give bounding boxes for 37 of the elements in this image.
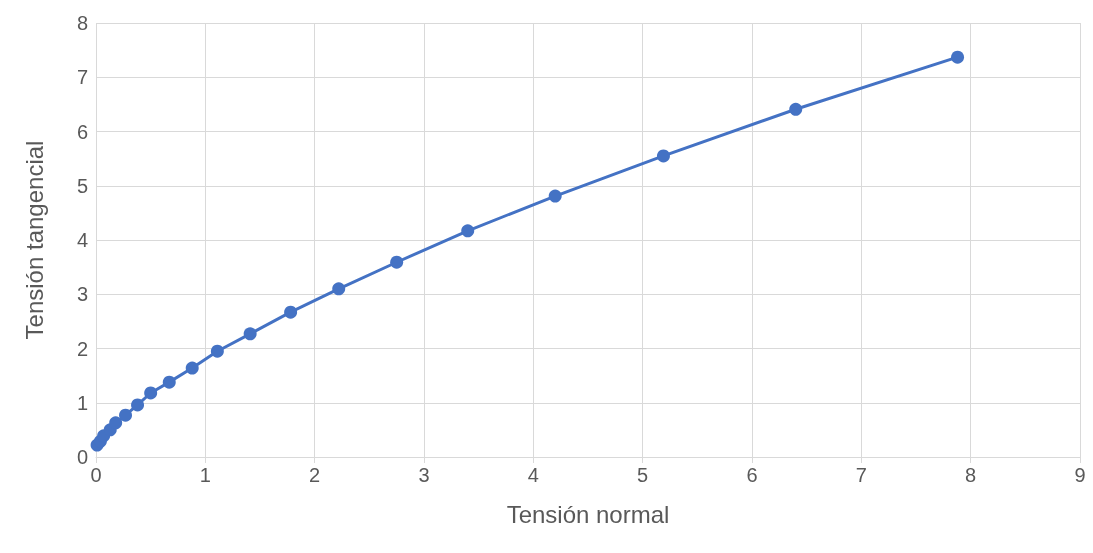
point [109, 416, 123, 430]
x-axis-title: Tensión normal [506, 500, 670, 528]
y-tick-label: 7 [76, 66, 88, 89]
x-tick-label: 7 [855, 464, 867, 486]
y-tick-label: 5 [76, 174, 88, 197]
x-tick-label: 0 [90, 464, 102, 486]
y-tick-label: 0 [76, 446, 88, 468]
y-tick-label: 6 [76, 120, 88, 143]
x-tick-label: 4 [527, 464, 539, 486]
y-tick-label: 4 [76, 229, 88, 251]
point [461, 224, 475, 238]
point [789, 102, 803, 116]
point [185, 361, 199, 375]
point [210, 344, 224, 358]
y-tick-label: 3 [76, 283, 88, 306]
y-tick-label: 8 [76, 12, 88, 34]
point [131, 398, 145, 412]
point [144, 386, 158, 400]
x-tick-label: 2 [309, 464, 321, 486]
point [243, 327, 257, 341]
point [548, 189, 562, 203]
y-axis-title: Tensión tangencial [20, 140, 48, 340]
x-tick-label: 5 [637, 464, 649, 486]
point [119, 408, 133, 422]
x-tick-label: 6 [746, 464, 758, 486]
point [332, 282, 346, 296]
y-tick-label: 2 [76, 337, 88, 360]
x-tick-label: 9 [1074, 464, 1086, 486]
x-tick-label: 8 [965, 464, 977, 486]
x-tick-label: 3 [418, 464, 430, 486]
point [656, 149, 670, 163]
point [284, 305, 298, 319]
x-tick-label: 1 [199, 464, 211, 486]
point [162, 375, 176, 389]
point [390, 255, 404, 269]
y-tick-label: 1 [76, 391, 88, 414]
point [951, 50, 965, 64]
